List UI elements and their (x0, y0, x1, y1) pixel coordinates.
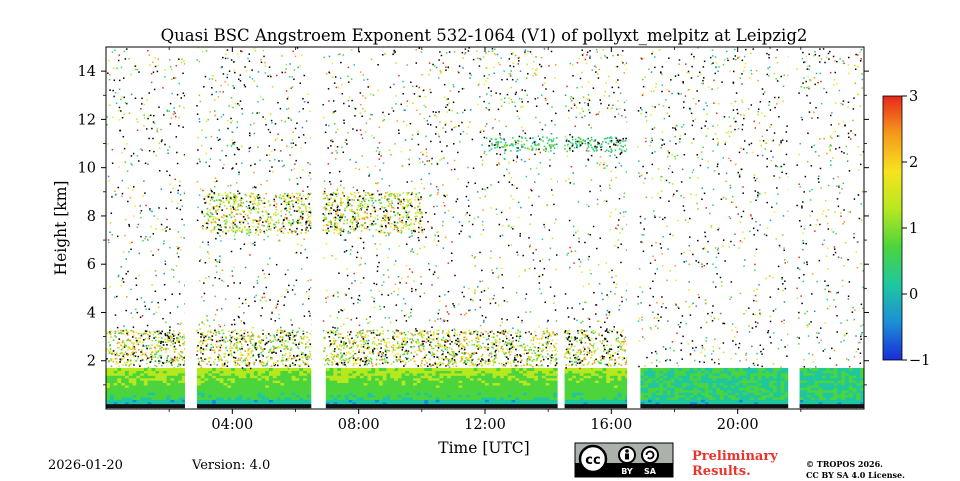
y-tick-label: 6 (87, 257, 96, 273)
boundary-layer-band (106, 368, 865, 408)
x-tick-label: 16:00 (590, 417, 632, 433)
x-axis-label: Time [UTC] (438, 439, 529, 457)
sa-share-icon (642, 447, 658, 463)
x-tick-label: 20:00 (717, 417, 759, 433)
sa-label: SA (644, 467, 657, 476)
data-gap-3 (558, 47, 564, 409)
cc-icon-text: cc (585, 453, 600, 468)
copyright-note: © TROPOS 2026. CC BY SA 4.0 License. (806, 459, 905, 481)
colorbar-tick-label: 3 (909, 89, 918, 105)
heatmap-area (106, 47, 865, 409)
colorbar (883, 96, 902, 360)
preliminary-line-1: Preliminary (692, 449, 778, 464)
data-gap-5 (788, 47, 796, 409)
y-tick-label: 14 (78, 64, 96, 80)
data-gap-4 (627, 47, 636, 409)
y-axis-label: Height [km] (52, 181, 70, 276)
data-gap-2 (311, 47, 322, 409)
colorbar-gradient (883, 96, 902, 360)
chart-title: Quasi BSC Angstroem Exponent 532-1064 (V… (161, 26, 808, 45)
data-gap-1 (185, 47, 196, 409)
y-tick-label: 10 (78, 161, 96, 177)
y-tick-label: 2 (87, 354, 96, 370)
cc-license-badge: cc BY SA (575, 443, 673, 477)
y-tick-label: 8 (87, 209, 96, 225)
speckle-noise (106, 47, 864, 369)
colorbar-tick-label: 1 (909, 221, 918, 237)
x-tick-label: 12:00 (464, 417, 506, 433)
colorbar-tick-label: −1 (909, 353, 930, 369)
copyright-line-1: © TROPOS 2026. (806, 459, 905, 470)
y-tick-label: 4 (87, 305, 96, 321)
colorbar-tick-label: 0 (909, 287, 918, 303)
colorbar-tick-label: 2 (909, 155, 918, 171)
preliminary-note: Preliminary Results. (692, 449, 778, 479)
footer-version: Version: 4.0 (192, 458, 270, 473)
plot-frame (106, 47, 864, 409)
colorbar-ticks: 3 2 1 0 −1 (902, 89, 930, 369)
by-label: BY (621, 467, 633, 476)
y-tick-label: 12 (78, 112, 96, 128)
copyright-line-2: CC BY SA 4.0 License. (806, 470, 905, 481)
x-tick-label: 04:00 (211, 417, 253, 433)
x-tick-label: 08:00 (338, 417, 380, 433)
preliminary-line-2: Results. (692, 464, 778, 479)
footer-date: 2026-01-20 (48, 458, 123, 473)
